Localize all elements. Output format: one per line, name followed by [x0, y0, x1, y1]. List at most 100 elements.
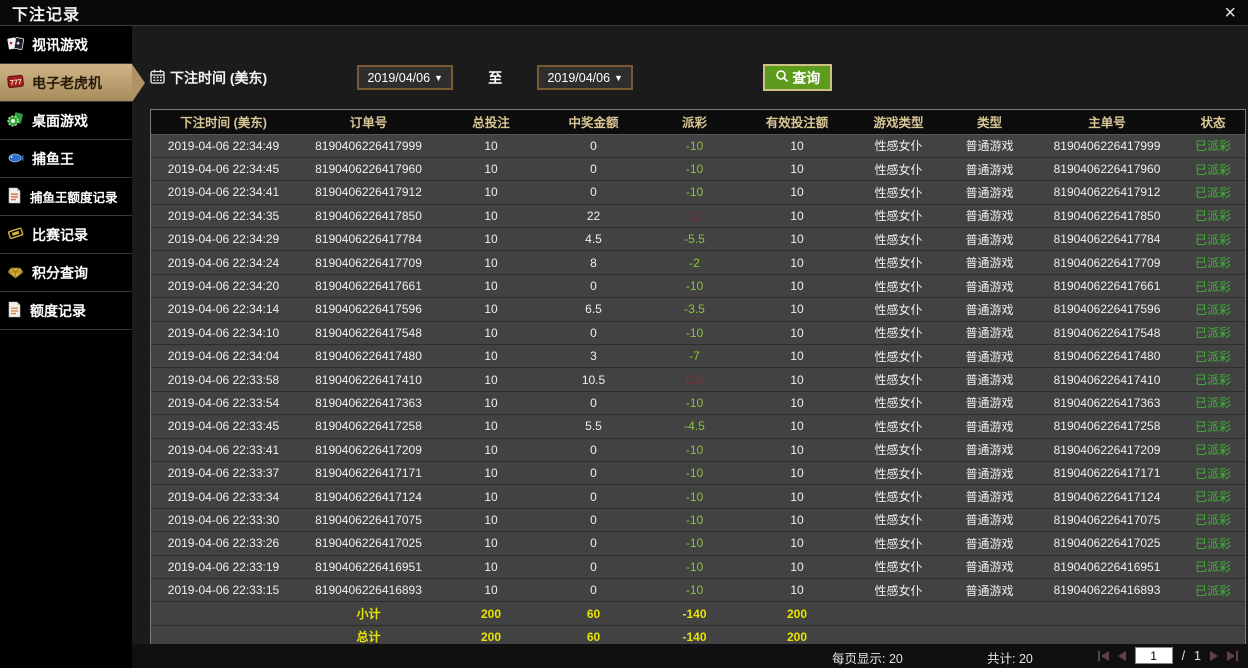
table-cell: 8190406226417850 [296, 204, 441, 229]
table-cell: 8190406226417363 [1033, 391, 1181, 416]
table-cell: 10 [441, 250, 541, 275]
sidebar-item-slots[interactable]: 777 电子老虎机 [0, 64, 132, 102]
prev-page-icon[interactable] [1117, 650, 1126, 661]
table-cell: 2019-04-06 22:34:41 [151, 180, 296, 205]
table-cell: 10 [743, 367, 851, 392]
bet-time-label: 下注时间 (美东) [150, 68, 267, 88]
table-cell: 8190406226417410 [296, 367, 441, 392]
table-cell: 0 [541, 484, 646, 509]
table-cell: 已派彩 [1181, 484, 1245, 509]
next-page-icon[interactable] [1210, 650, 1218, 661]
table-cell: 2019-04-06 22:33:30 [151, 508, 296, 533]
table-cell: 性感女仆 [851, 321, 946, 346]
sidebar-item-label: 捕鱼王 [32, 150, 74, 167]
query-button[interactable]: 查询 [763, 64, 833, 91]
table-cell: 8190406226417209 [296, 438, 441, 462]
table-cell [1033, 625, 1181, 650]
table-cell: 性感女仆 [851, 414, 946, 439]
table-cell: 已派彩 [1181, 227, 1245, 252]
table-cell: 200 [743, 625, 851, 650]
page-number-input[interactable] [1134, 647, 1173, 664]
summary-row: 总计 200 60 -140 200 [151, 625, 1245, 650]
chevron-down-icon: ▼ [614, 72, 623, 83]
table-cell: 10 [441, 157, 541, 182]
table-cell: 8190406226416951 [1033, 555, 1181, 579]
last-page-icon[interactable] [1227, 650, 1238, 661]
table-cell: -10 [646, 578, 743, 603]
sidebar-item-match-records[interactable]: 比赛记录 [0, 216, 132, 254]
table-row: 2019-04-06 22:34:04 8190406226417480 10 3 -7… [151, 344, 1245, 369]
sidebar-item-fishing-king[interactable]: 捕鱼王 [0, 140, 132, 178]
sidebar-item-points-query[interactable]: 积分查询 [0, 254, 132, 292]
table-cell: 2019-04-06 22:33:37 [151, 461, 296, 486]
sidebar-item-quota-records[interactable]: 额度记录 [0, 292, 132, 330]
sidebar-item-label: 积分查询 [32, 264, 88, 281]
table-cell: 6.5 [541, 297, 646, 322]
table-cell: 0 [541, 391, 646, 416]
table-cell: -10 [646, 484, 743, 509]
pager-controls: / 1 [1097, 647, 1238, 664]
table-cell: -2 [646, 250, 743, 275]
table-cell: 60 [541, 625, 646, 650]
table-cell: 8190406226417209 [1033, 438, 1181, 462]
sidebar-item-table-games[interactable]: 桌面游戏 [0, 102, 132, 140]
table-cell: 10 [441, 414, 541, 439]
table-cell: 0 [541, 274, 646, 299]
table-cell: 2019-04-06 22:34:49 [151, 134, 296, 158]
table-cell: 10 [743, 157, 851, 182]
table-cell: 10 [441, 297, 541, 322]
table-cell: 性感女仆 [851, 134, 946, 158]
table-cell: 10 [743, 555, 851, 579]
table-cell: 普通游戏 [946, 414, 1033, 439]
table-cell: 8190406226417025 [296, 531, 441, 556]
table-row: 2019-04-06 22:34:29 8190406226417784 10 4.5… [151, 227, 1245, 252]
table-row: 2019-04-06 22:34:45 8190406226417960 10 0 -1… [151, 157, 1245, 182]
sidebar-item-fishing-king-quota[interactable]: 捕鱼王额度记录 [0, 178, 132, 216]
table-cell: 200 [441, 601, 541, 626]
table-cell: 10 [743, 578, 851, 603]
table-cell: 普通游戏 [946, 578, 1033, 603]
table-cell: 10 [743, 484, 851, 509]
table-cell: 0 [541, 508, 646, 533]
table-cell: 普通游戏 [946, 134, 1033, 158]
table-cell [946, 625, 1033, 650]
svg-text:777: 777 [10, 78, 22, 86]
page-count: 1 [1194, 648, 1201, 663]
column-header: 订单号 [296, 110, 441, 135]
page-title: 下注记录 [12, 6, 81, 24]
table-cell: 性感女仆 [851, 391, 946, 416]
calendar-icon [150, 69, 165, 87]
table-row: 2019-04-06 22:34:10 8190406226417548 10 0 -1… [151, 321, 1245, 346]
table-cell: 0 [541, 578, 646, 603]
table-cell: 已派彩 [1181, 414, 1245, 439]
table-cell: 10 [441, 578, 541, 603]
table-cell: 10 [441, 484, 541, 509]
table-cell: 2019-04-06 22:34:14 [151, 297, 296, 322]
slot-777-icon: 777 [7, 73, 24, 93]
sidebar-item-video-games[interactable]: ♥ ♠ 视讯游戏 [0, 26, 132, 64]
table-cell: 已派彩 [1181, 578, 1245, 603]
table-cell: 10 [441, 274, 541, 299]
close-icon[interactable]: × [1224, 1, 1236, 24]
table-cell: 8190406226417596 [1033, 297, 1181, 322]
table-row: 2019-04-06 22:33:30 8190406226417075 10 0 -1… [151, 508, 1245, 533]
ticket-icon [7, 225, 24, 245]
table-cell: -140 [646, 601, 743, 626]
table-cell: -5.5 [646, 227, 743, 252]
fish-icon [7, 149, 24, 169]
column-header: 下注时间 (美东) [151, 110, 296, 135]
date-to-select[interactable]: 2019/04/06 ▼ [537, 65, 634, 90]
sidebar-item-label: 桌面游戏 [32, 112, 88, 129]
table-cell [1033, 601, 1181, 626]
table-cell: 10.5 [541, 367, 646, 392]
table-cell: -10 [646, 531, 743, 556]
table-cell: 10 [441, 344, 541, 369]
column-header: 状态 [1181, 110, 1245, 135]
table-cell [851, 601, 946, 626]
table-cell: 10 [441, 391, 541, 416]
table-cell: 性感女仆 [851, 555, 946, 579]
first-page-icon[interactable] [1097, 650, 1109, 661]
date-from-select[interactable]: 2019/04/06 ▼ [357, 65, 454, 90]
table-cell: 普通游戏 [946, 204, 1033, 229]
summary-row: 小计 200 60 -140 200 [151, 601, 1245, 626]
